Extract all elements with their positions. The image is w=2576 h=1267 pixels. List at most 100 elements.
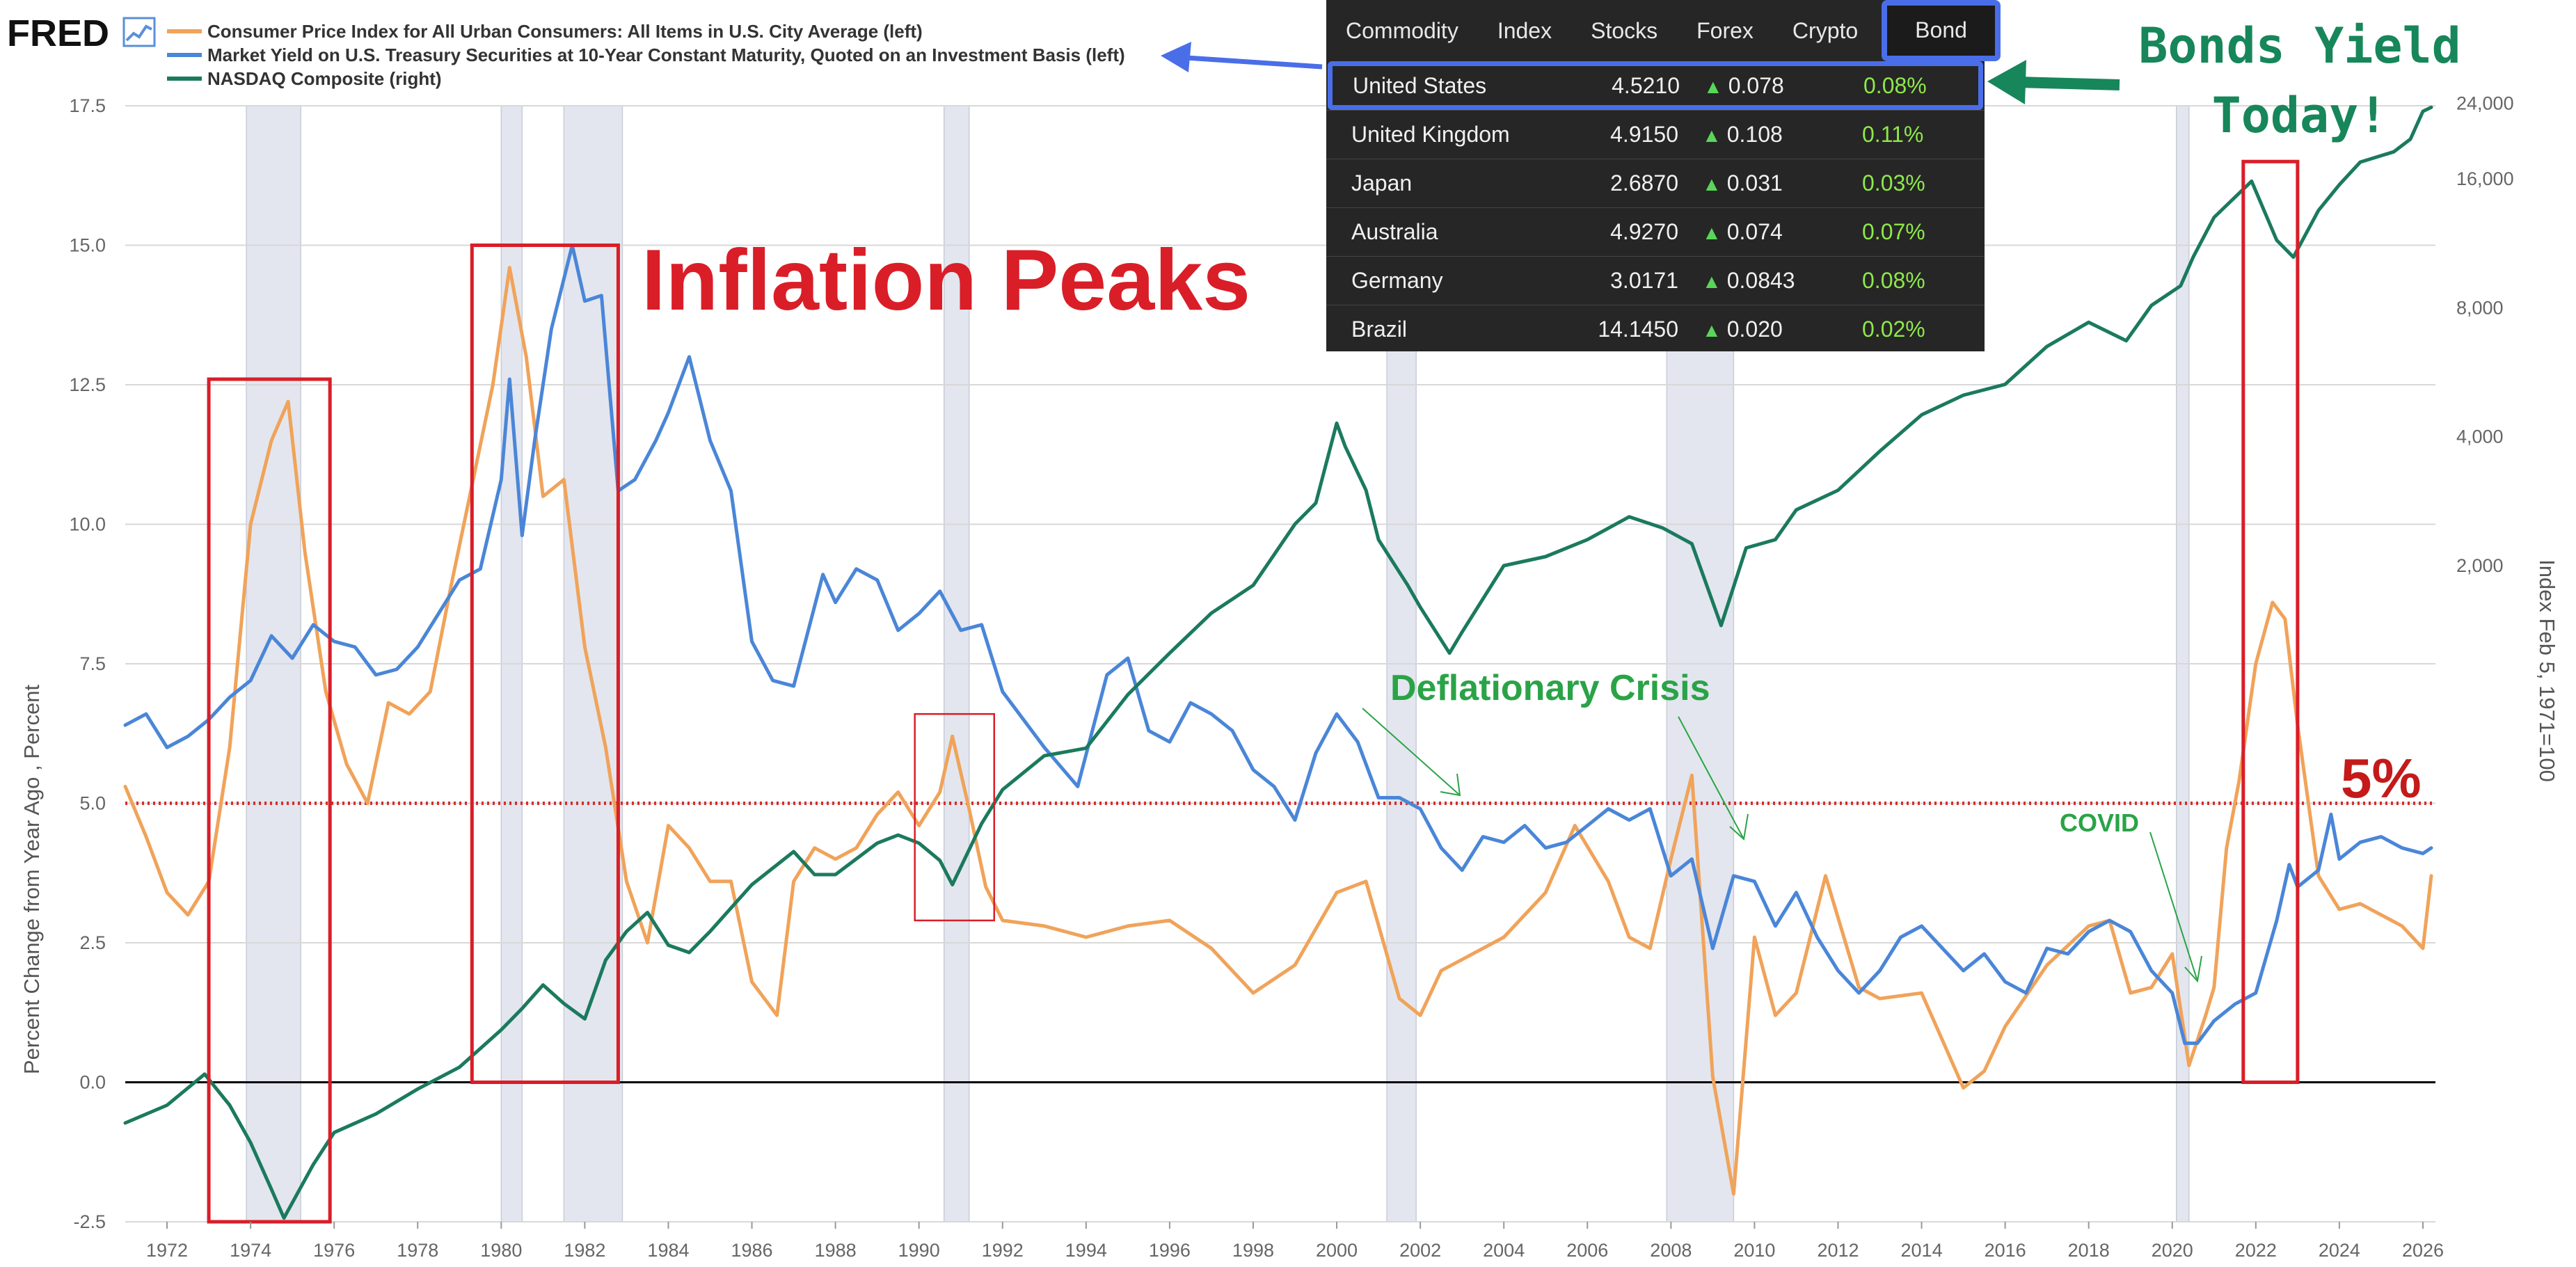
x-tick-label: 1982 <box>564 1240 605 1261</box>
bond-change-value: 0.0843 <box>1726 268 1795 293</box>
arrow-deflation-2 <box>1678 716 1744 840</box>
bond-yield: 14.1450 <box>1598 317 1678 342</box>
bond-change-percent: 0.11% <box>1862 122 1924 147</box>
annotation-five-percent: 5% <box>2341 747 2422 809</box>
y-tick-label-left: 2.5 <box>79 932 106 953</box>
annotation-arrows <box>1161 42 2202 983</box>
legend-item-nasdaq[interactable]: NASDAQ Composite (right) <box>207 68 442 89</box>
legend-item-treasury[interactable]: Market Yield on U.S. Treasury Securities… <box>207 45 1125 65</box>
arrow-covid <box>2149 831 2198 982</box>
bond-country: United States <box>1353 72 1487 98</box>
bond-change: ▲ 0.078 <box>1680 73 1850 99</box>
annotation-covid: COVID <box>2060 808 2139 837</box>
y-tick-label-left: -2.5 <box>73 1211 106 1232</box>
series-lines <box>123 105 2433 1220</box>
y-tick-label-left: 10.0 <box>69 514 106 535</box>
x-tick-label: 2000 <box>1316 1240 1358 1261</box>
x-tick-label: 1972 <box>146 1240 188 1261</box>
x-tick-label: 1974 <box>230 1240 271 1261</box>
x-tick-label: 1996 <box>1149 1240 1191 1261</box>
x-tick-label: 2010 <box>1733 1240 1775 1261</box>
highlight-box <box>207 377 332 1224</box>
tab-crypto[interactable]: Crypto <box>1792 18 1859 43</box>
up-arrow-icon: ▲ <box>1703 75 1723 97</box>
bond-change-percent: 0.08% <box>1863 72 1927 98</box>
x-tick-label: 1978 <box>397 1240 438 1261</box>
x-tick-label: 2026 <box>2402 1240 2444 1261</box>
annotation-deflationary-crisis: Deflationary Crisis <box>1390 668 1710 708</box>
legend: Consumer Price Index for All Urban Consu… <box>167 21 1125 89</box>
x-tick-label: 1992 <box>982 1240 1024 1261</box>
legend-item-cpi[interactable]: Consumer Price Index for All Urban Consu… <box>207 21 923 42</box>
annotation-bonds-yield-line2: Today! <box>2212 87 2388 144</box>
series-nasdaq <box>123 105 2433 1220</box>
highlight-box <box>470 244 620 1084</box>
x-tick-label: 2020 <box>2152 1240 2193 1261</box>
y-tick-label-left: 12.5 <box>69 374 106 395</box>
x-tick-label: 1988 <box>815 1240 857 1261</box>
y-tick-label-right: 2,000 <box>2456 555 2504 576</box>
x-tick-label: 2002 <box>1399 1240 1441 1261</box>
bond-row[interactable]: Germany 3.0171 ▲ 0.0843 0.08% <box>1326 256 1985 305</box>
bond-change-value: 0.020 <box>1726 317 1783 342</box>
y-tick-label-left: 5.0 <box>79 793 106 814</box>
annotation-bonds-yield-line1: Bonds Yield <box>2138 17 2461 74</box>
x-tick-label: 1990 <box>898 1240 940 1261</box>
x-axis-ticks: 1972 1974 1976 1978 1980 1982 1984 1986 1988 1990… <box>146 1222 2444 1261</box>
bond-change: ▲ 0.108 <box>1678 122 1848 148</box>
fred-chart-icon <box>122 17 156 47</box>
x-tick-label: 2018 <box>2068 1240 2110 1261</box>
tab-commodity[interactable]: Commodity <box>1346 18 1458 43</box>
bond-country: Australia <box>1351 219 1438 244</box>
bond-row[interactable]: United States 4.5210 ▲ 0.078 0.08% <box>1328 61 1983 110</box>
y-axis-right-label: Index Feb 5, 1971=100 <box>2535 559 2559 782</box>
x-tick-label: 1976 <box>313 1240 355 1261</box>
bond-row[interactable]: Australia 4.9270 ▲ 0.074 0.07% <box>1326 207 1985 256</box>
y-tick-label-right: 8,000 <box>2456 297 2504 318</box>
fred-logo-text[interactable]: FRED <box>7 13 109 54</box>
bond-change: ▲ 0.031 <box>1678 170 1848 196</box>
highlight-box <box>2241 159 2300 1085</box>
bond-change-percent: 0.08% <box>1862 268 1925 293</box>
y-axis-left-label: Percent Change from Year Ago , Percent <box>19 685 44 1074</box>
bond-quote-widget: Commodity Index Stocks Forex Crypto Bond… <box>1326 0 2001 353</box>
up-arrow-icon: ▲ <box>1702 125 1722 146</box>
x-tick-label: 2024 <box>2319 1240 2360 1261</box>
bond-change: ▲ 0.074 <box>1678 219 1848 245</box>
bond-change-value: 0.074 <box>1726 219 1783 244</box>
arrow-bonds-today <box>2017 77 2120 90</box>
y-tick-label-right: 16,000 <box>2456 168 2514 189</box>
bond-change-percent: 0.07% <box>1862 219 1925 244</box>
bond-change: ▲ 0.020 <box>1678 317 1848 342</box>
arrow-legend-treasury <box>1175 54 1323 70</box>
up-arrow-icon: ▲ <box>1702 222 1722 244</box>
bond-quote-list: United States 4.5210 ▲ 0.078 0.08% United Kin… <box>1326 61 1985 353</box>
bond-change: ▲ 0.0843 <box>1678 268 1848 294</box>
x-tick-label: 1984 <box>647 1240 689 1261</box>
bond-row[interactable]: Brazil 14.1450 ▲ 0.020 0.02% <box>1326 305 1985 353</box>
bond-yield: 2.6870 <box>1610 170 1678 196</box>
annotation-inflation-peaks: Inflation Peaks <box>642 232 1250 328</box>
tab-forex[interactable]: Forex <box>1696 18 1754 43</box>
market-tabs: Commodity Index Stocks Forex Crypto Bond <box>1326 0 2001 61</box>
up-arrow-icon: ▲ <box>1702 319 1722 341</box>
x-tick-label: 2008 <box>1650 1240 1692 1261</box>
tab-stocks[interactable]: Stocks <box>1591 18 1658 43</box>
bond-row[interactable]: United Kingdom 4.9150 ▲ 0.108 0.11% <box>1326 110 1985 159</box>
bond-row[interactable]: Japan 2.6870 ▲ 0.031 0.03% <box>1326 159 1985 207</box>
bond-change-value: 0.108 <box>1726 122 1783 147</box>
bond-yield: 4.5210 <box>1612 72 1680 98</box>
bond-country: Japan <box>1351 170 1413 196</box>
x-tick-label: 1998 <box>1232 1240 1274 1261</box>
x-tick-label: 2022 <box>2235 1240 2277 1261</box>
x-tick-label: 2014 <box>1901 1240 1943 1261</box>
x-tick-label: 1994 <box>1065 1240 1107 1261</box>
x-tick-label: 2016 <box>1985 1240 2026 1261</box>
up-arrow-icon: ▲ <box>1702 173 1722 195</box>
y-tick-label-left: 17.5 <box>69 95 106 116</box>
tab-bond[interactable]: Bond <box>1882 0 2001 61</box>
tab-index[interactable]: Index <box>1497 18 1552 43</box>
y-tick-label-right: 24,000 <box>2456 93 2514 114</box>
highlight-box <box>914 712 996 922</box>
